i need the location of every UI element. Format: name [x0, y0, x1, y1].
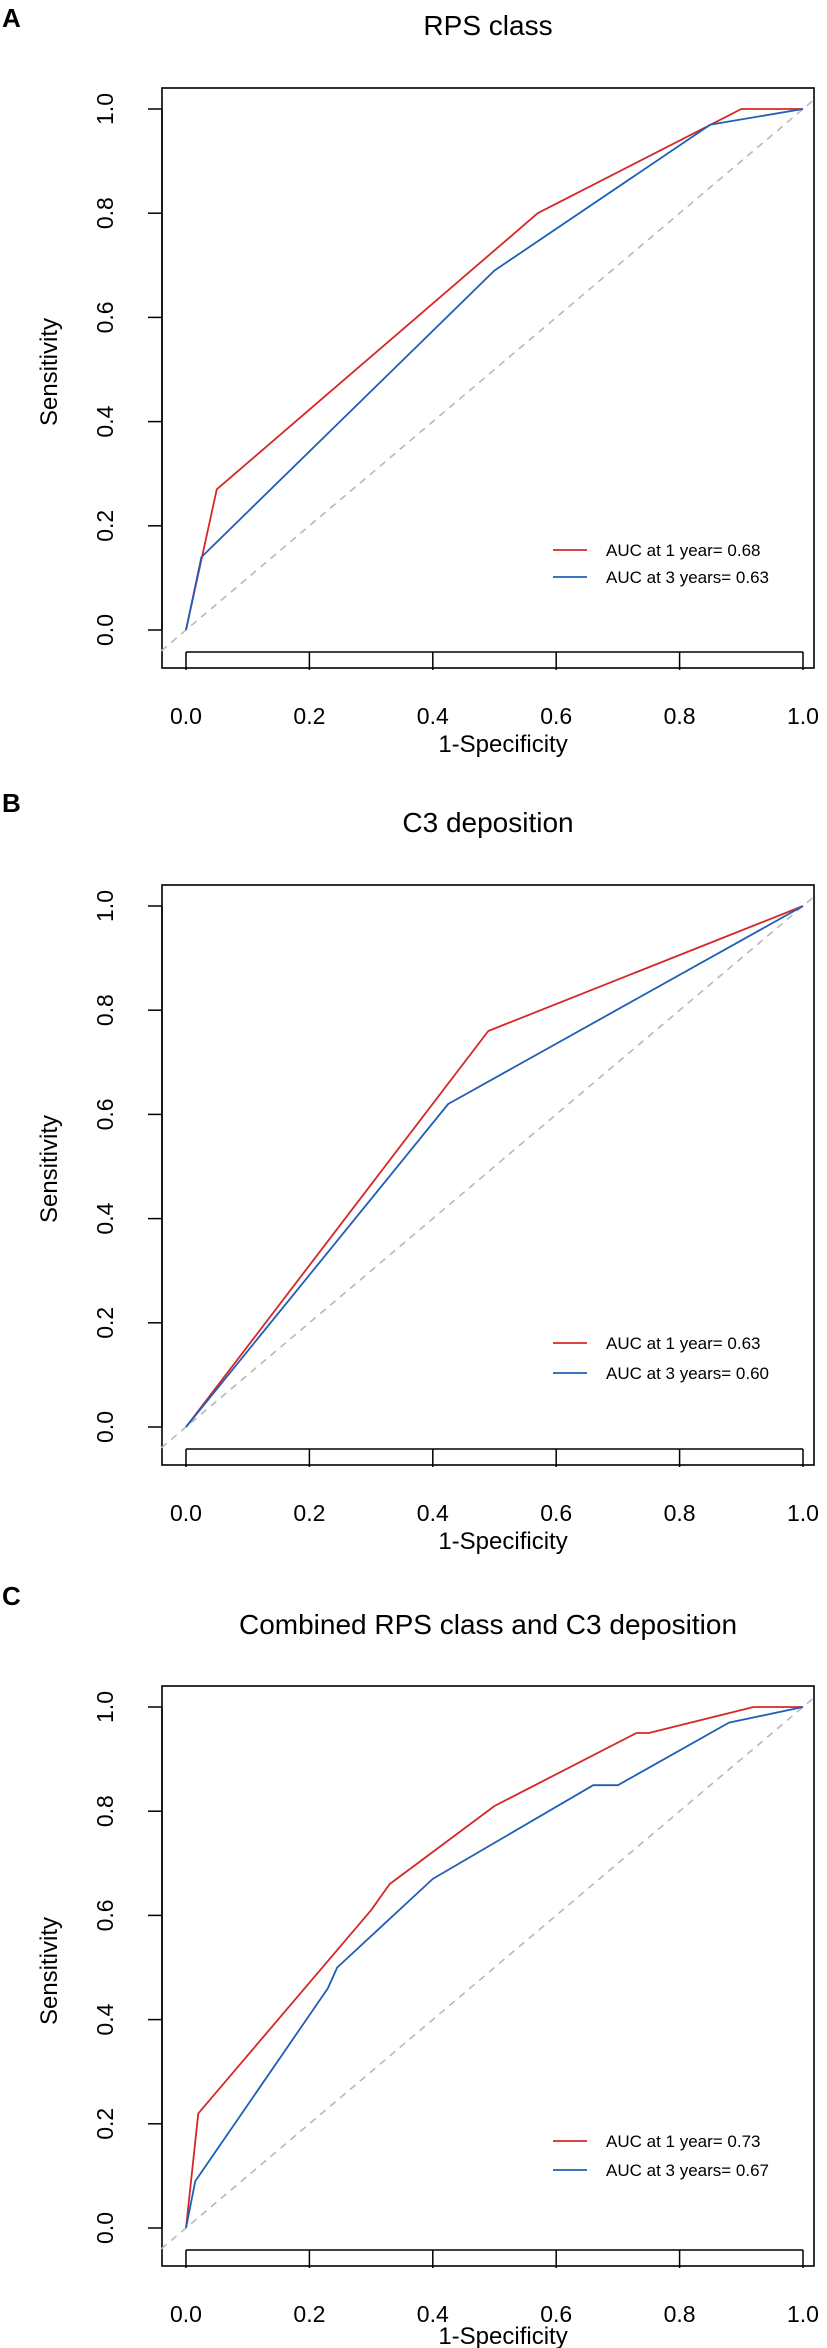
x-tick-label-a: 0.6 [540, 703, 572, 729]
y-tick-label-b: 0.0 [92, 1411, 118, 1443]
x-tick-label-c: 0.4 [417, 2301, 449, 2327]
y-tick-label-b: 0.2 [92, 1307, 118, 1339]
y-tick-label-a: 1.0 [92, 93, 118, 125]
x-tick-label-b: 0.2 [293, 1500, 325, 1526]
plot-layer-c [160, 1695, 816, 2250]
roc-curve-a-3years [185, 108, 804, 631]
y-tick-label-c: 0.0 [92, 2212, 118, 2244]
legend-label-b-3years: AUC at 3 years= 0.60 [606, 1364, 769, 1383]
y-tick-label-a: 0.2 [92, 510, 118, 542]
y-axis-label-a: Sensitivity [36, 318, 63, 426]
panel-letter-c: C [2, 1581, 21, 1611]
roc-curve-c-1year [185, 1706, 803, 2229]
x-tick-label-c: 1.0 [787, 2301, 819, 2327]
x-tick-label-a: 1.0 [787, 703, 819, 729]
chart-title-a: RPS class [423, 10, 552, 41]
x-axis-label-b: 1-Specificity [438, 1528, 567, 1555]
roc-curve-b-3years [185, 905, 804, 1428]
x-tick-label-b: 0.4 [417, 1500, 449, 1526]
x-axis-b: 0.0 0.2 0.4 0.6 0.8 1.0 [170, 1500, 819, 1526]
y-tick-label-b: 0.6 [92, 1098, 118, 1130]
x-tick-label-b: 1.0 [787, 1500, 819, 1526]
x-tick-label-c: 0.6 [540, 2301, 572, 2327]
panel-letter-a: A [2, 3, 21, 33]
y-tick-label-c: 1.0 [92, 1691, 118, 1723]
x-axis-c: 0.0 0.2 0.4 0.6 0.8 1.0 [170, 2301, 819, 2327]
x-tick-label-a: 0.2 [293, 703, 325, 729]
x-tick-label-a: 0.4 [417, 703, 449, 729]
y-tick-label-a: 0.8 [92, 197, 118, 229]
x-tick-label-c: 0.0 [170, 2301, 202, 2327]
x-tick-label-a: 0.0 [170, 703, 202, 729]
x-tick-label-b: 0.8 [664, 1500, 696, 1526]
y-tick-label-a: 0.4 [92, 405, 118, 437]
x-axis-label-a: 1-Specificity [438, 731, 567, 758]
y-axis-c: 0.0 0.2 0.4 0.6 0.8 1.0 [92, 1691, 118, 2244]
legend-c: AUC at 1 year= 0.73 AUC at 3 years= 0.67 [606, 2132, 769, 2180]
legend-label-a-1year: AUC at 1 year= 0.68 [606, 541, 761, 560]
panel-b: B C3 deposition 0.0 0.2 0.4 0.6 0.8 1.0 … [2, 788, 819, 1555]
legend-label-a-3years: AUC at 3 years= 0.63 [606, 568, 769, 587]
legend-label-c-3years: AUC at 3 years= 0.67 [606, 2161, 769, 2180]
plot-layer-b [160, 894, 816, 1449]
y-axis-label-b: Sensitivity [36, 1115, 63, 1223]
y-tick-label-b: 0.4 [92, 1202, 118, 1234]
y-axis-a: 0.0 0.2 0.4 0.6 0.8 1.0 [92, 93, 118, 646]
roc-curve-a-1year [185, 108, 803, 631]
x-tick-label-a: 0.8 [664, 703, 696, 729]
x-axis-label-c: 1-Specificity [438, 2323, 567, 2348]
x-tick-label-b: 0.6 [540, 1500, 572, 1526]
y-tick-label-c: 0.6 [92, 1899, 118, 1931]
y-tick-label-b: 1.0 [92, 890, 118, 922]
y-axis-b: 0.0 0.2 0.4 0.6 0.8 1.0 [92, 890, 118, 1443]
legend-label-c-1year: AUC at 1 year= 0.73 [606, 2132, 761, 2151]
chart-title-c: Combined RPS class and C3 deposition [239, 1609, 737, 1640]
panel-a: A RPS class 0.0 0.2 0.4 0.6 0.8 1.0 0.0 … [2, 3, 819, 758]
panel-letter-b: B [2, 788, 21, 818]
x-tick-label-c: 0.2 [293, 2301, 325, 2327]
x-axis-a: 0.0 0.2 0.4 0.6 0.8 1.0 [170, 703, 819, 729]
panel-c: C Combined RPS class and C3 deposition 0… [2, 1581, 819, 2348]
legend-a: AUC at 1 year= 0.68 AUC at 3 years= 0.63 [606, 541, 769, 587]
roc-curve-b-1year [185, 905, 804, 1428]
roc-curve-c-3years [185, 1706, 804, 2229]
y-tick-label-c: 0.2 [92, 2108, 118, 2140]
plot-layer-a [160, 97, 816, 652]
legend-b: AUC at 1 year= 0.63 AUC at 3 years= 0.60 [606, 1334, 769, 1383]
y-tick-label-a: 0.6 [92, 301, 118, 333]
y-tick-label-b: 0.8 [92, 994, 118, 1026]
x-tick-label-c: 0.8 [664, 2301, 696, 2327]
chart-title-b: C3 deposition [402, 807, 573, 838]
y-axis-label-c: Sensitivity [36, 1917, 63, 2025]
y-tick-label-a: 0.0 [92, 614, 118, 646]
x-tick-label-b: 0.0 [170, 1500, 202, 1526]
legend-label-b-1year: AUC at 1 year= 0.63 [606, 1334, 761, 1353]
y-tick-label-c: 0.8 [92, 1795, 118, 1827]
y-tick-label-c: 0.4 [92, 2003, 118, 2035]
